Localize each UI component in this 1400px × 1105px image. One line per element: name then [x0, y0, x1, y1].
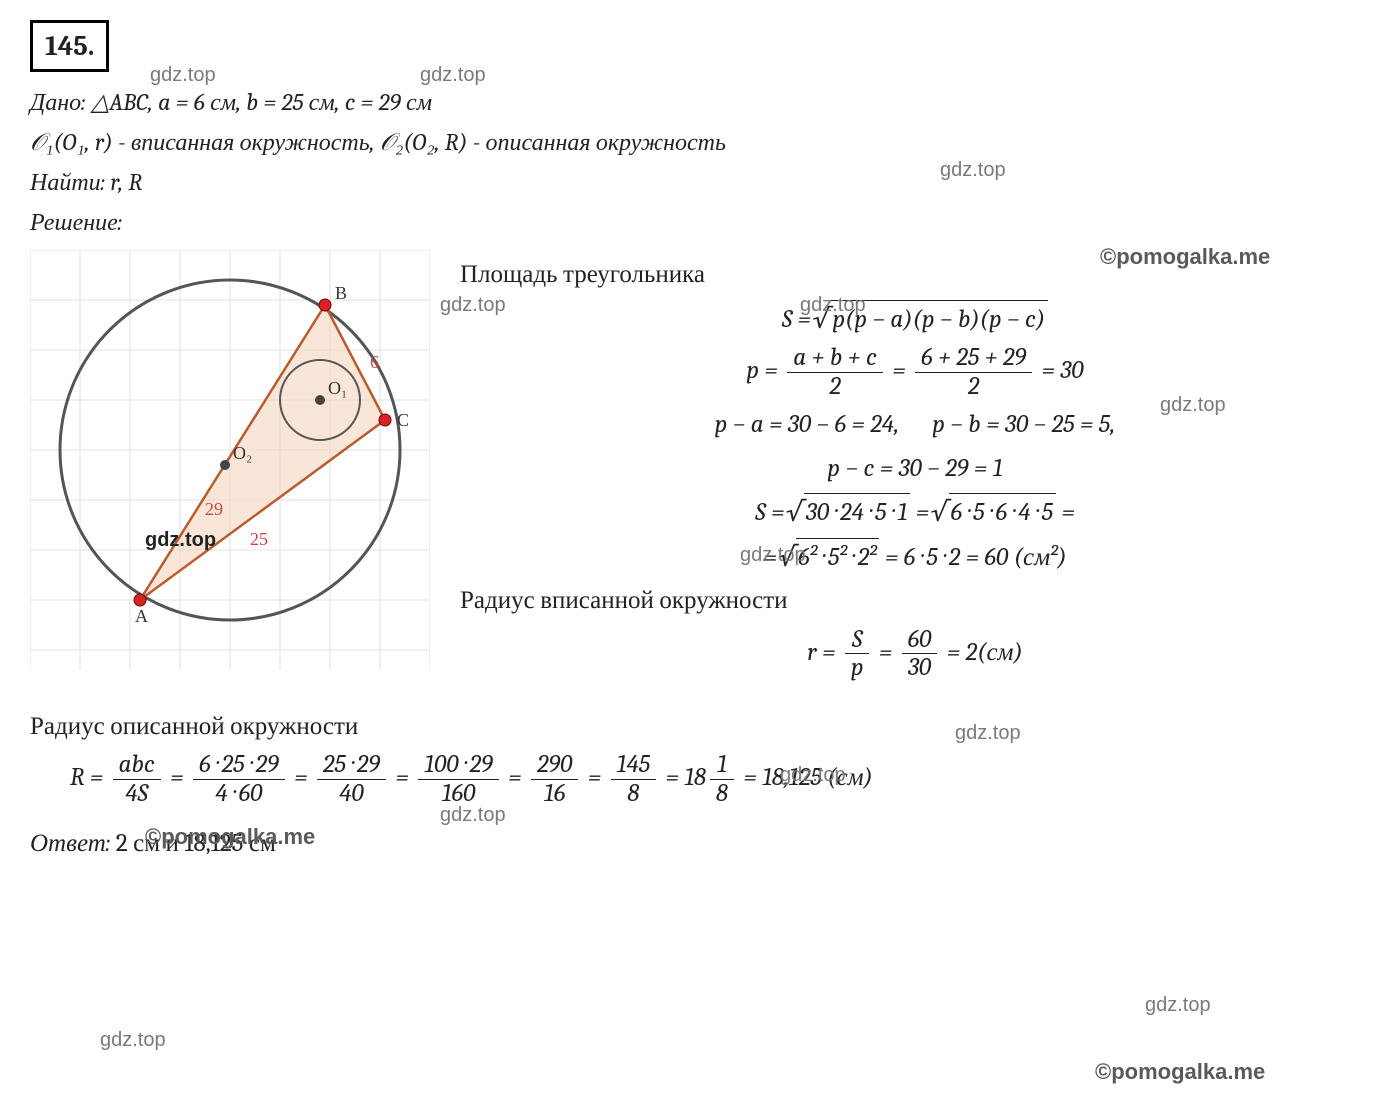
R-f6d: 8 [611, 780, 656, 808]
circumradius-header: Радиус описанной окружности [30, 708, 1370, 746]
find-vars: r, R [110, 168, 142, 196]
area-header: Площадь треугольника [460, 256, 1370, 294]
pb: p − b = 30 − 25 = 5, [932, 410, 1115, 439]
circumradius-section: Радиус описанной окружности R = abc4S = … [30, 708, 1370, 808]
R-f3n: 25 · 29 [317, 751, 386, 780]
given-triangle: △ABC, a = 6 см, b = 25 см, c = 29 см [91, 88, 432, 116]
find-line: Найти: r, R [30, 164, 1370, 200]
R-mixed-int: 18 [684, 763, 706, 792]
p-lhs: p = [746, 356, 783, 385]
r-num1: S [845, 626, 870, 655]
s-calc-line2: = 6² · 5² · 2² = 6 · 5 · 2 = 60 (см²) [460, 538, 1370, 577]
inradius-header: Радиус вписанной окружности [460, 582, 1370, 620]
math-column: Площадь треугольника S = p(p − a)(p − b)… [460, 250, 1370, 688]
p-calc: p = a + b + c2 = 6 + 25 + 292 = 30 [460, 344, 1370, 400]
diagram-column: O₁ O₂ A B C 6 25 29 [30, 250, 430, 670]
R-f5n: 290 [531, 751, 578, 780]
watermark-gdz: gdz.top [100, 1025, 166, 1055]
R-f6n: 145 [611, 751, 656, 780]
R-f5d: 16 [531, 780, 578, 808]
s-rad2: 6 · 5 · 6 · 4 · 5 [949, 493, 1056, 532]
answer-prefix: Ответ: [30, 829, 116, 858]
s-calc-line1: S = 30 · 24 · 5 · 1 = 6 · 5 · 6 · 4 · 5 … [460, 493, 1370, 532]
R-result: = 18,125 (см) [744, 763, 873, 792]
svg-text:C: C [397, 410, 409, 430]
content-row: O₁ O₂ A B C 6 25 29 Площадь треугольника S = p(… [30, 250, 1370, 688]
r-den2: 30 [902, 654, 938, 682]
svg-text:A: A [135, 606, 148, 626]
p-den2: 2 [915, 373, 1032, 401]
svg-text:O₁: O₁ [328, 378, 347, 398]
given-line-2: 𝒪₁(O₁, r) - вписанная окружность, 𝒪₂(O₂,… [30, 124, 1370, 160]
svg-text:O₂: O₂ [233, 443, 252, 463]
solution-label: Решение: [30, 204, 1370, 240]
R-f1d: 4S [113, 780, 161, 808]
r-result: = 2(см) [947, 637, 1023, 666]
geometry-diagram: O₁ O₂ A B C 6 25 29 [30, 250, 430, 670]
R-calc: R = abc4S = 6 · 25 · 294 · 60 = 25 · 294… [30, 751, 1370, 807]
given-line-1: Дано: △ABC, a = 6 см, b = 25 см, c = 29 … [30, 84, 1370, 120]
p-num2: 6 + 25 + 29 [915, 344, 1032, 373]
answer-text: 2 см и 18,125 см [116, 829, 276, 858]
r-calc: r = Sp = 6030 = 2(см) [460, 626, 1370, 682]
R-mixed-d: 8 [710, 780, 734, 808]
p-num1: a + b + c [787, 344, 883, 373]
watermark-gdz: gdz.top [1145, 990, 1211, 1020]
p-result: = 30 [1042, 356, 1084, 385]
svg-text:29: 29 [205, 499, 223, 519]
R-lhs: R = [70, 763, 109, 792]
R-f2d: 4 · 60 [193, 780, 285, 808]
R-f4n: 100 · 29 [418, 751, 498, 780]
R-f3d: 40 [317, 780, 386, 808]
r-num2: 60 [902, 626, 938, 655]
R-mixed-n: 1 [710, 751, 734, 780]
p-diffs-2: p − c = 30 − 29 = 1 [460, 450, 1370, 488]
watermark-copyright: ©pomogalka.me [1095, 1055, 1265, 1088]
given-prefix: Дано: [30, 88, 91, 116]
p-diffs-1: p − a = 30 − 6 = 24, p − b = 30 − 25 = 5… [460, 406, 1370, 444]
R-f2n: 6 · 25 · 29 [193, 751, 285, 780]
s-rad1: 30 · 24 · 5 · 1 [804, 493, 910, 532]
s-rad3: 6² · 5² · 2² [796, 538, 879, 577]
svg-text:6: 6 [370, 352, 379, 372]
heron-formula: S = p(p − a)(p − b)(p − c) [460, 300, 1370, 339]
svg-text:B: B [335, 283, 347, 303]
s-result: = 6 · 5 · 2 = 60 (см²) [885, 543, 1067, 572]
heron-radicand: p(p − a)(p − b)(p − c) [830, 300, 1048, 339]
problem-number: 145. [30, 20, 109, 72]
heron-lhs: S = [782, 305, 817, 334]
pa: p − a = 30 − 6 = 24, [715, 410, 900, 439]
p-den1: 2 [787, 373, 883, 401]
r-den1: p [845, 654, 870, 682]
answer-line: Ответ: 2 см и 18,125 см [30, 825, 1370, 863]
svg-text:25: 25 [250, 529, 268, 549]
R-f1n: abc [113, 751, 161, 780]
find-prefix: Найти: [30, 168, 110, 196]
r-lhs: r = [807, 637, 841, 666]
R-f4d: 160 [418, 780, 498, 808]
